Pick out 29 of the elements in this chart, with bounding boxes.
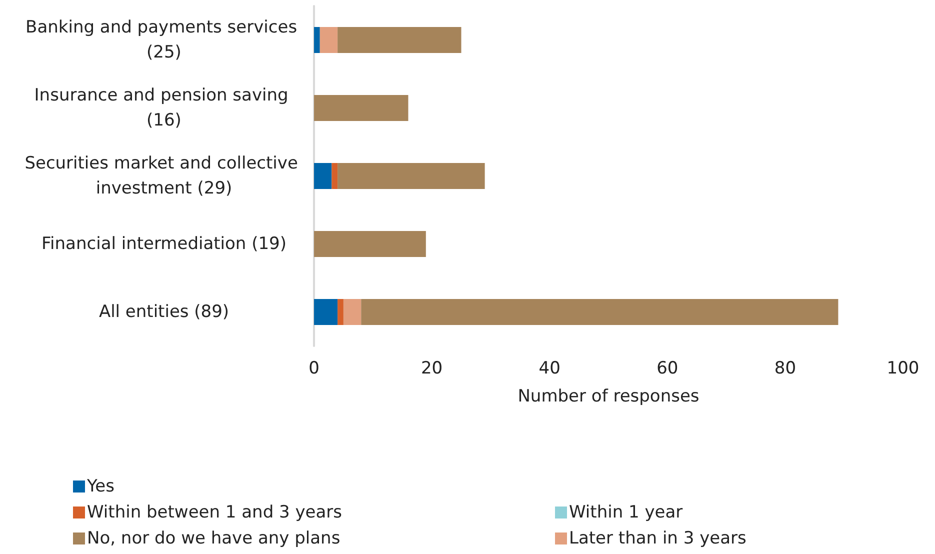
bar bbox=[361, 299, 838, 325]
x-tick-label: 80 bbox=[774, 358, 796, 378]
legend-label: Within 1 year bbox=[569, 502, 683, 522]
y-tick-label: Insurance and pension saving (16) bbox=[34, 86, 294, 130]
bar bbox=[338, 163, 485, 189]
bar bbox=[343, 299, 362, 325]
y-tick-label: Financial intermediation (19) bbox=[42, 234, 286, 254]
x-tick-label: 100 bbox=[886, 358, 920, 378]
bar bbox=[314, 299, 338, 325]
x-tick-label: 0 bbox=[308, 358, 320, 378]
x-tick-label: 60 bbox=[656, 358, 678, 378]
y-tick-label: Securities market and collective investment (29) bbox=[24, 154, 304, 198]
legend-label: No, nor do we have any plans bbox=[87, 528, 340, 548]
legend-label: Yes bbox=[86, 476, 115, 496]
bar bbox=[314, 163, 332, 189]
bar bbox=[314, 231, 426, 257]
bar bbox=[338, 27, 462, 53]
y-tick-label: Banking and payments services (25) bbox=[26, 18, 302, 62]
bar bbox=[320, 27, 338, 53]
bar bbox=[314, 95, 408, 121]
legend-label: Within between 1 and 3 years bbox=[87, 502, 342, 522]
y-tick-label: All entities (89) bbox=[98, 302, 230, 322]
bar bbox=[332, 163, 338, 189]
x-tick-label: 40 bbox=[538, 358, 560, 378]
bar bbox=[338, 299, 344, 325]
x-axis-title: Number of responses bbox=[518, 386, 700, 406]
legend-label: Later than in 3 years bbox=[569, 528, 746, 548]
x-tick-label: 20 bbox=[420, 358, 443, 378]
bar bbox=[314, 27, 320, 53]
